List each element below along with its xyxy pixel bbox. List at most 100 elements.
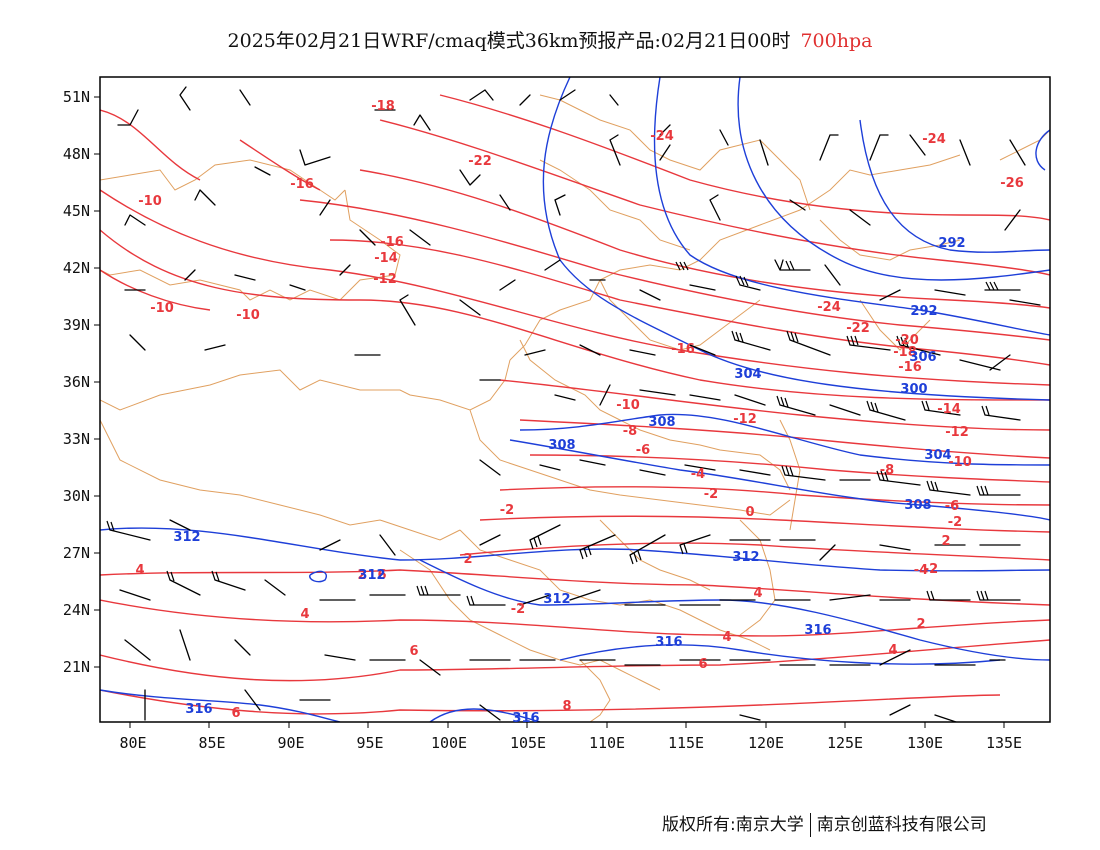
temp-label: -6: [636, 443, 650, 458]
temperature-labels: -18 -22 -24 -24 -26 -16 -10 -16 -14 -12 …: [135, 99, 1023, 721]
temp-label: -4: [691, 467, 705, 482]
lon-label: 105E: [510, 734, 546, 752]
temp-label: -22: [468, 154, 492, 169]
height-label: 312: [173, 530, 200, 545]
footer-left: 版权所有:南京大学: [662, 815, 804, 835]
temp-label: 2: [463, 552, 472, 567]
temp-label: -22: [846, 321, 870, 336]
title-level: 700hpa: [800, 30, 873, 52]
height-label: 308: [648, 415, 675, 430]
lat-axis-labels: 21N 24N 27N 30N 33N 36N 39N 42N 45N 48N …: [63, 88, 90, 676]
temp-label: 8: [562, 699, 571, 714]
temp-label: -18: [893, 345, 917, 360]
lat-label: 42N: [63, 259, 90, 277]
lon-label: 130E: [907, 734, 943, 752]
height-label: 316: [185, 702, 212, 717]
lat-label: 30N: [63, 487, 90, 505]
axis-ticks: [94, 96, 1005, 728]
wind-barbs: [109, 86, 1041, 722]
height-label: 292: [938, 236, 965, 251]
height-label: 306: [909, 350, 936, 365]
temp-label: -10: [616, 398, 640, 413]
temp-label: 4: [300, 607, 309, 622]
height-labels: 292 292 300 304 306 308 308 308 312 312 …: [173, 236, 965, 726]
temp-label: 4: [722, 630, 731, 645]
temp-label: -16: [380, 235, 404, 250]
lat-label: 33N: [63, 430, 90, 448]
temp-label: -10: [150, 301, 174, 316]
lon-label: 100E: [431, 734, 467, 752]
temp-label: -4: [914, 563, 928, 578]
temperature-contours: [100, 94, 1050, 715]
lon-label: 115E: [668, 734, 704, 752]
temp-label: 0: [745, 505, 754, 520]
footer-divider: [809, 813, 811, 837]
temp-label: 6: [231, 706, 240, 721]
height-label: 292: [910, 304, 937, 319]
lat-label: 39N: [63, 316, 90, 334]
lon-label: 85E: [198, 734, 225, 752]
lat-label: 36N: [63, 373, 90, 391]
temp-label: -24: [922, 132, 946, 147]
height-label: 312: [543, 592, 570, 607]
temp-label: -16: [671, 342, 695, 357]
lon-label: 135E: [986, 734, 1022, 752]
wind-barb-flags: [106, 260, 999, 606]
temp-label: -14: [374, 251, 398, 266]
temp-label: -8: [880, 463, 894, 478]
lat-label: 21N: [63, 658, 90, 676]
lon-label: 125E: [827, 734, 863, 752]
temp-label: -20: [895, 333, 919, 348]
lat-label: 48N: [63, 145, 90, 163]
temp-label: -18: [371, 99, 395, 114]
temp-label: -16: [290, 177, 314, 192]
temp-label: -12: [945, 425, 969, 440]
lon-label: 95E: [356, 734, 383, 752]
lat-label: 24N: [63, 601, 90, 619]
temp-label: -10: [236, 308, 260, 323]
height-label: 300: [900, 382, 927, 397]
height-label: 312: [732, 550, 759, 565]
temp-label: -2: [704, 487, 718, 502]
temp-label: 2: [941, 534, 950, 549]
lat-label: 45N: [63, 202, 90, 220]
height-contours: [100, 77, 1050, 722]
lat-label: 27N: [63, 544, 90, 562]
temp-label: -2: [511, 602, 525, 617]
temp-label: -2: [948, 515, 962, 530]
copyright-footer: 版权所有:南京大学 南京创蓝科技有限公司: [662, 810, 987, 837]
temp-label: -2: [924, 562, 938, 577]
temp-label: 2: [357, 568, 366, 583]
lon-label: 120E: [748, 734, 784, 752]
lon-label: 110E: [589, 734, 625, 752]
height-label: 312: [358, 568, 385, 583]
temp-label: 2: [916, 617, 925, 632]
temp-label: -8: [623, 424, 637, 439]
lon-axis-labels: 80E 85E 90E 95E 100E 105E 110E 115E 120E…: [119, 734, 1022, 752]
temp-label: -24: [817, 300, 841, 315]
lat-label: 51N: [63, 88, 90, 106]
temp-label: -10: [138, 194, 162, 209]
temp-label: -10: [948, 455, 972, 470]
height-label: 304: [734, 367, 761, 382]
temp-label: 6: [377, 568, 386, 583]
chart-title: 2025年02月21日WRF/cmaq模式36km预报产品:02月21日00时 7…: [0, 26, 1100, 53]
temp-label: -16: [898, 360, 922, 375]
temp-label: 6: [698, 657, 707, 672]
temp-label: -24: [650, 129, 674, 144]
border-lines: [100, 94, 1050, 722]
lon-label: 90E: [277, 734, 304, 752]
footer-right: 南京创蓝科技有限公司: [816, 815, 987, 835]
temp-label: 4: [135, 563, 144, 578]
height-label: 304: [924, 448, 951, 463]
height-label: 316: [804, 623, 831, 638]
temp-label: 4: [888, 643, 897, 658]
temp-label: -26: [1000, 176, 1024, 191]
plot-frame: [99, 76, 1051, 723]
lon-label: 80E: [119, 734, 146, 752]
height-label: 316: [512, 711, 539, 726]
temp-label: -14: [937, 402, 961, 417]
height-label: 316: [655, 635, 682, 650]
title-main: 2025年02月21日WRF/cmaq模式36km预报产品:02月21日00时: [227, 30, 791, 52]
